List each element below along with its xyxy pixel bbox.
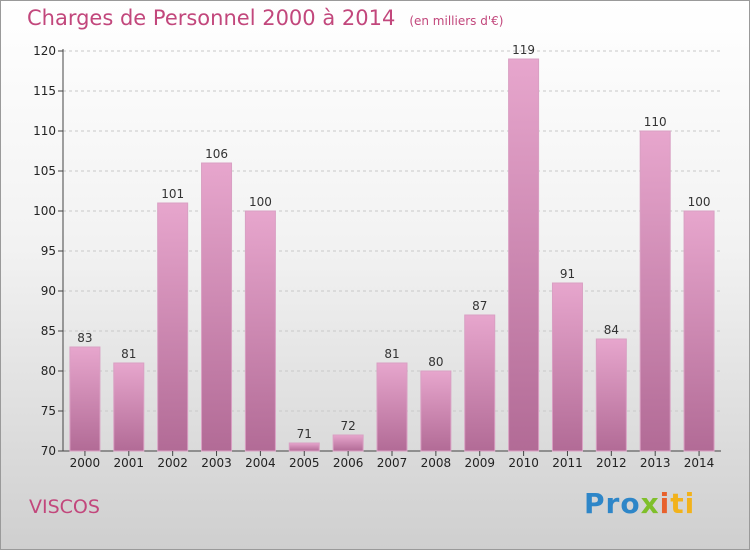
y-tick-label: 90 [41,284,56,298]
y-tick-label: 110 [33,124,56,138]
x-tick-label: 2007 [377,456,408,470]
value-label: 110 [644,115,667,129]
bar-2000 [69,346,101,452]
bar-2007 [376,362,408,452]
bar-2001 [113,362,145,452]
value-label: 83 [77,331,92,345]
logo-part-2: x [640,487,660,520]
x-tick-label: 2000 [70,456,101,470]
bar-2006 [332,434,364,452]
bar-2008 [420,370,452,452]
value-label: 87 [472,299,487,313]
title-text: Charges de Personnel 2000 à 2014 [27,6,396,30]
x-tick-label: 2011 [552,456,583,470]
y-tick-label: 115 [33,84,56,98]
unit-label: (en milliers d'€) [409,14,504,28]
bar-2002 [157,202,189,452]
y-tick-label: 105 [33,164,56,178]
chart-title: Charges de Personnel 2000 à 2014 (en mill… [27,6,503,30]
x-tick-label: 2012 [596,456,627,470]
y-tick-label: 75 [41,404,56,418]
proxiti-logo: Proxiti [584,487,695,520]
value-label: 71 [297,427,312,441]
x-tick-label: 2010 [508,456,539,470]
value-label: 100 [249,195,272,209]
x-tick-label: 2005 [289,456,320,470]
x-tick-label: 2009 [464,456,495,470]
value-label: 101 [161,187,184,201]
value-label: 81 [384,347,399,361]
x-tick-label: 2008 [421,456,452,470]
x-tick-label: 2002 [157,456,188,470]
value-label: 119 [512,43,535,57]
logo-part-3: i [659,487,671,520]
value-label: 84 [604,323,619,337]
bar-2003 [201,162,233,452]
x-tick-label: 2004 [245,456,276,470]
logo-part-4: ti [670,487,696,520]
bar-2009 [464,314,496,452]
bar-2011 [551,282,583,452]
value-label: 72 [340,419,355,433]
bar-2004 [244,210,276,452]
bar-2013 [639,130,671,452]
value-label: 100 [688,195,711,209]
y-tick-label: 85 [41,324,56,338]
bar-2012 [595,338,627,452]
y-tick-label: 95 [41,244,56,258]
y-tick-label: 100 [33,204,56,218]
bar-2014 [683,210,715,452]
value-label: 81 [121,347,136,361]
x-tick-label: 2006 [333,456,364,470]
x-tick-label: 2003 [201,456,232,470]
value-label: 80 [428,355,443,369]
y-tick-label: 70 [41,444,56,458]
x-tick-label: 2001 [114,456,145,470]
bar-2010 [508,58,540,452]
value-label: 106 [205,147,228,161]
bar-2005 [288,442,320,452]
y-tick-label: 120 [33,44,56,58]
y-tick-label: 80 [41,364,56,378]
logo-part-1: Pro [584,487,641,520]
x-tick-label: 2014 [684,456,715,470]
x-tick-label: 2013 [640,456,671,470]
place-name: VISCOS [29,496,100,518]
value-label: 91 [560,267,575,281]
